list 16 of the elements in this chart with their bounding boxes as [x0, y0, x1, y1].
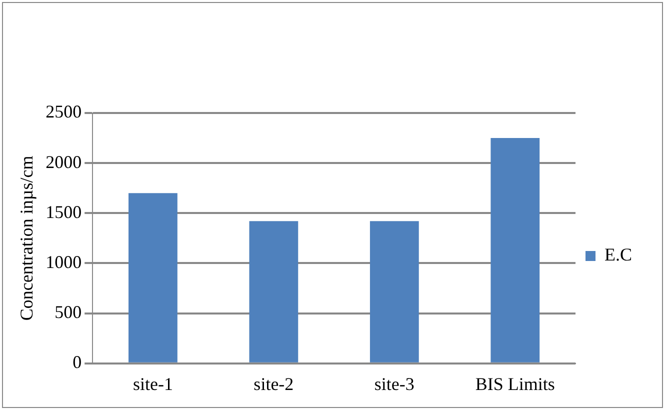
y-axis-title: Concentration inµs/cm [16, 156, 37, 321]
y-tick-label: 1000 [46, 252, 82, 272]
y-tick-label: 0 [72, 352, 82, 372]
x-tick-label: site-2 [254, 374, 294, 394]
bar [370, 221, 419, 362]
y-tick-label: 500 [54, 302, 82, 322]
bar [249, 221, 298, 362]
bar [128, 193, 178, 362]
x-tick-label: site-3 [374, 374, 414, 394]
bar [490, 138, 540, 362]
y-tick-label: 2500 [46, 102, 82, 122]
y-tick-label: 1500 [46, 202, 82, 222]
legend-label: E.C [604, 244, 632, 265]
y-tick-label: 2000 [46, 152, 82, 172]
x-tick-label: site-1 [132, 374, 173, 394]
x-tick-label: BIS Limits [475, 374, 555, 394]
